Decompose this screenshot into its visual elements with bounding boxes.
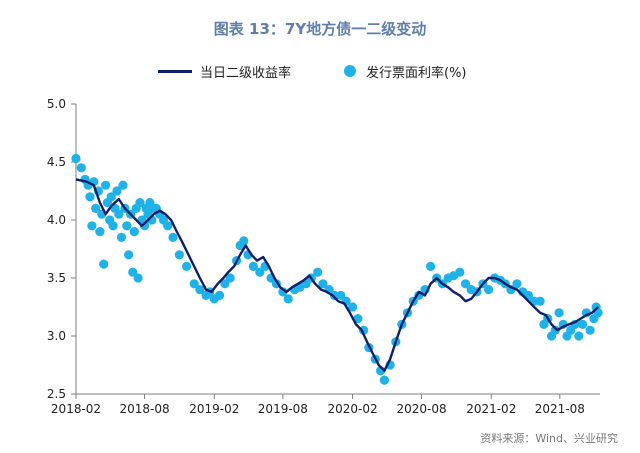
scatter-point [255, 267, 265, 277]
scatter-point [133, 273, 143, 283]
legend-dot-swatch [344, 65, 356, 77]
x-tick-label: 2020-08 [396, 402, 446, 416]
scatter-point [87, 221, 97, 231]
scatter-point [114, 209, 124, 219]
x-tick-label: 2018-08 [120, 402, 170, 416]
x-tick-label: 2018-02 [51, 402, 101, 416]
scatter-point [168, 232, 178, 242]
scatter-point [174, 250, 184, 260]
scatter-point [348, 302, 358, 312]
scatter-point [318, 279, 328, 289]
legend-line-swatch [158, 69, 192, 73]
scatter-point [95, 227, 105, 237]
scatter-point [353, 314, 363, 324]
scatter-point [122, 221, 132, 231]
x-tick-label: 2021-02 [466, 402, 516, 416]
scatter-point [578, 319, 588, 329]
scatter-point [189, 279, 199, 289]
scatter-point [163, 221, 173, 231]
scatter-point [116, 232, 127, 242]
legend-label-line: 当日二级收益率 [200, 65, 292, 81]
scatter-point [182, 261, 192, 271]
legend-item-line: 当日二级收益率 [158, 60, 291, 82]
scatter-point [535, 296, 545, 306]
scatter-point [112, 186, 122, 196]
y-tick-label: 3.5 [47, 271, 66, 285]
legend: 当日二级收益率 发行票面利率(%) [0, 60, 640, 82]
scatter-point [554, 308, 564, 318]
y-tick-label: 4.0 [47, 213, 66, 227]
scatter-point [574, 331, 584, 341]
source-note: 资料来源：Wind、兴业研究 [480, 432, 618, 445]
scatter-point [118, 180, 128, 190]
scatter-point [336, 290, 346, 300]
y-tick-label: 2.5 [47, 387, 66, 401]
scatter-point [106, 192, 116, 202]
scatter-point [455, 267, 465, 277]
scatter-point [248, 261, 258, 271]
scatter-point [550, 325, 560, 335]
scatter-point [99, 259, 109, 269]
y-tick-label: 4.5 [47, 155, 66, 169]
scatter-point [135, 198, 145, 208]
x-tick-label: 2021-08 [535, 402, 585, 416]
scatter-point [128, 267, 138, 277]
scatter-point [91, 203, 101, 213]
x-tick-label: 2019-08 [258, 402, 308, 416]
scatter-point [76, 163, 86, 173]
scatter-point [85, 192, 95, 202]
scatter-point [512, 279, 522, 289]
scatter-point [313, 267, 323, 277]
x-tick-label: 2020-02 [328, 402, 378, 416]
scatter-point [124, 250, 134, 260]
scatter-point [426, 261, 436, 271]
scatter-point [140, 221, 150, 231]
scatter-point [359, 325, 369, 335]
scatter-point [101, 180, 111, 190]
scatter-point [460, 279, 471, 289]
scatter-point [129, 227, 139, 237]
legend-label-dots: 发行票面利率(%) [366, 65, 467, 81]
scatter-point [195, 285, 205, 295]
scatter-point [239, 236, 249, 246]
legend-item-dots: 发行票面利率(%) [344, 60, 467, 82]
scatter-point [585, 325, 595, 335]
y-tick-label: 5.0 [47, 97, 66, 111]
scatter-point [283, 294, 293, 304]
x-tick-label: 2019-02 [189, 402, 239, 416]
series-line [75, 178, 599, 372]
scatter-point [220, 279, 230, 289]
scatter-point [215, 290, 225, 300]
scatter-point [484, 285, 494, 295]
scatter-point [379, 375, 389, 385]
scatter-point [108, 221, 118, 231]
scatter-point [225, 273, 235, 283]
scatter-point [329, 290, 339, 300]
chart-title: 图表 13：7Y地方债一二级变动 [213, 20, 427, 38]
y-tick-label: 3.0 [47, 329, 66, 343]
scatter-point [71, 153, 81, 164]
